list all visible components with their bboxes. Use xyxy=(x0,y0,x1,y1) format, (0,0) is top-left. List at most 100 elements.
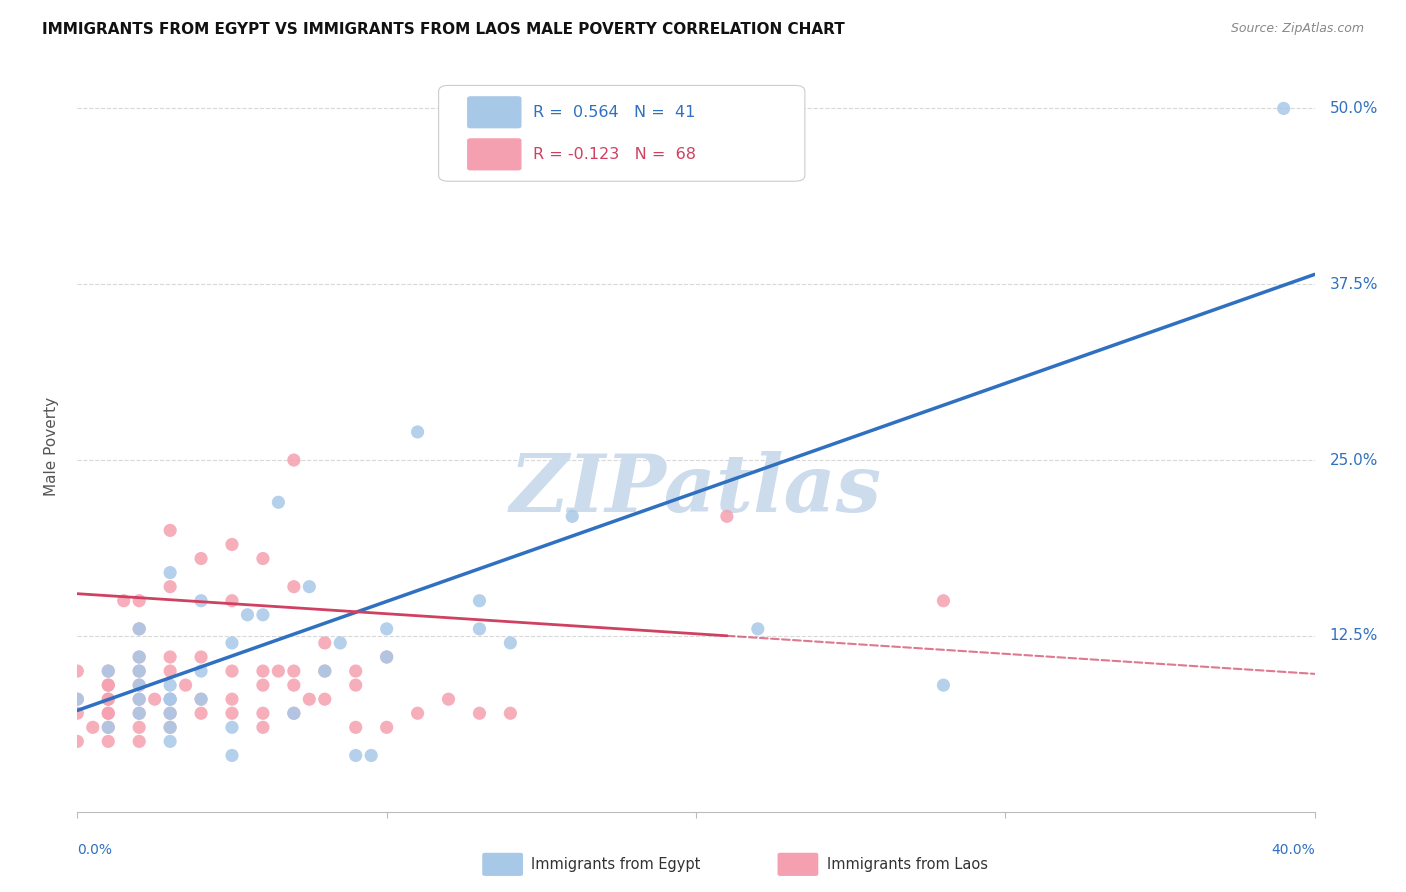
Point xyxy=(468,593,491,607)
Point xyxy=(267,495,290,509)
Point xyxy=(97,678,120,692)
Point xyxy=(499,706,522,721)
Text: Immigrants from Egypt: Immigrants from Egypt xyxy=(531,857,700,871)
Point xyxy=(159,678,181,692)
Point xyxy=(128,678,150,692)
Point xyxy=(747,622,769,636)
Point xyxy=(283,706,305,721)
Point xyxy=(190,664,212,678)
Point xyxy=(159,580,181,594)
Point xyxy=(128,692,150,706)
Point xyxy=(298,692,321,706)
Point xyxy=(159,524,181,538)
Point xyxy=(375,650,398,665)
Point xyxy=(128,650,150,665)
Point xyxy=(128,593,150,607)
Point xyxy=(143,692,166,706)
Point xyxy=(66,692,89,706)
Point xyxy=(190,593,212,607)
Point xyxy=(283,453,305,467)
Point xyxy=(252,678,274,692)
Point xyxy=(128,622,150,636)
Point xyxy=(190,706,212,721)
Point xyxy=(344,748,367,763)
Point xyxy=(221,720,243,734)
Point xyxy=(252,720,274,734)
Point xyxy=(344,678,367,692)
Point xyxy=(252,664,274,678)
Y-axis label: Male Poverty: Male Poverty xyxy=(44,396,59,496)
Point xyxy=(190,692,212,706)
Point xyxy=(716,509,738,524)
Text: 25.0%: 25.0% xyxy=(1330,452,1378,467)
Point xyxy=(314,664,336,678)
Point xyxy=(283,706,305,721)
Point xyxy=(406,706,429,721)
Point xyxy=(221,706,243,721)
Point xyxy=(283,678,305,692)
Point xyxy=(314,692,336,706)
Point xyxy=(468,622,491,636)
Point xyxy=(159,692,181,706)
FancyBboxPatch shape xyxy=(467,138,522,170)
Text: R = -0.123   N =  68: R = -0.123 N = 68 xyxy=(533,147,696,161)
Point xyxy=(66,692,89,706)
Point xyxy=(159,706,181,721)
Point xyxy=(1272,102,1295,116)
Text: Immigrants from Laos: Immigrants from Laos xyxy=(827,857,988,871)
Point xyxy=(406,425,429,439)
Point xyxy=(97,664,120,678)
Point xyxy=(128,734,150,748)
Point xyxy=(221,593,243,607)
Point xyxy=(128,720,150,734)
Point xyxy=(97,720,120,734)
Text: 50.0%: 50.0% xyxy=(1330,101,1378,116)
Text: IMMIGRANTS FROM EGYPT VS IMMIGRANTS FROM LAOS MALE POVERTY CORRELATION CHART: IMMIGRANTS FROM EGYPT VS IMMIGRANTS FROM… xyxy=(42,22,845,37)
Point xyxy=(128,664,150,678)
Point xyxy=(159,720,181,734)
Point xyxy=(561,509,583,524)
Point xyxy=(375,720,398,734)
Point xyxy=(932,678,955,692)
Point xyxy=(329,636,352,650)
Point xyxy=(128,678,150,692)
Point xyxy=(344,664,367,678)
Point xyxy=(221,692,243,706)
Point xyxy=(159,706,181,721)
Point xyxy=(159,650,181,665)
Text: ZIPatlas: ZIPatlas xyxy=(510,451,882,529)
Point xyxy=(128,650,150,665)
FancyBboxPatch shape xyxy=(467,96,522,128)
Point xyxy=(159,692,181,706)
Point xyxy=(128,706,150,721)
Point xyxy=(360,748,382,763)
Point xyxy=(97,706,120,721)
Point xyxy=(221,664,243,678)
Point xyxy=(97,692,120,706)
Point xyxy=(267,664,290,678)
Point xyxy=(932,593,955,607)
Point xyxy=(190,650,212,665)
Text: 37.5%: 37.5% xyxy=(1330,277,1378,292)
Point xyxy=(190,692,212,706)
Point xyxy=(468,706,491,721)
Point xyxy=(252,607,274,622)
Point xyxy=(314,636,336,650)
Text: R =  0.564   N =  41: R = 0.564 N = 41 xyxy=(533,104,695,120)
Point xyxy=(236,607,259,622)
Point xyxy=(97,706,120,721)
Point xyxy=(66,664,89,678)
Point xyxy=(221,537,243,551)
Point xyxy=(499,636,522,650)
Point xyxy=(344,720,367,734)
Point xyxy=(252,706,274,721)
Point xyxy=(128,622,150,636)
Point xyxy=(82,720,104,734)
Point xyxy=(159,566,181,580)
Point xyxy=(283,580,305,594)
Point xyxy=(112,593,135,607)
Point xyxy=(97,692,120,706)
Point xyxy=(66,734,89,748)
Point xyxy=(190,551,212,566)
Point xyxy=(128,692,150,706)
